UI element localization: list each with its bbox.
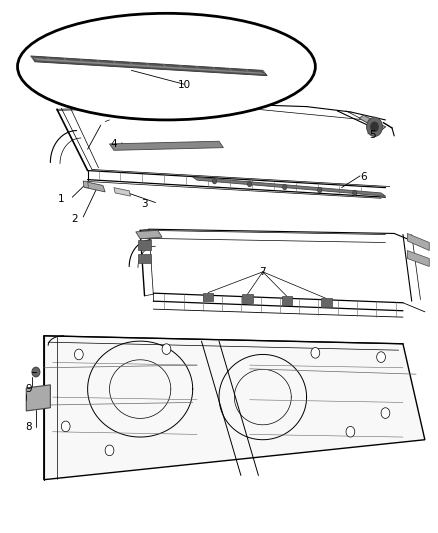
Circle shape (311, 348, 320, 358)
Polygon shape (33, 58, 265, 74)
Circle shape (32, 367, 40, 377)
Circle shape (381, 408, 390, 418)
Polygon shape (407, 251, 429, 266)
Text: 2: 2 (71, 214, 78, 223)
Circle shape (353, 190, 357, 196)
Text: 10: 10 (177, 80, 191, 90)
Polygon shape (83, 181, 88, 188)
Text: 9: 9 (25, 384, 32, 394)
Circle shape (105, 445, 114, 456)
Polygon shape (31, 56, 267, 76)
Circle shape (318, 187, 322, 192)
Polygon shape (26, 385, 50, 411)
Circle shape (247, 181, 252, 187)
Text: 6: 6 (360, 172, 367, 182)
Circle shape (283, 184, 287, 190)
Text: 8: 8 (25, 423, 32, 432)
Circle shape (367, 117, 382, 136)
Polygon shape (193, 177, 385, 196)
Polygon shape (203, 293, 213, 301)
Polygon shape (114, 188, 131, 196)
Polygon shape (321, 298, 332, 307)
Polygon shape (242, 294, 253, 303)
Circle shape (162, 344, 171, 354)
Text: 7: 7 (259, 267, 266, 277)
Circle shape (377, 352, 385, 362)
Text: 5: 5 (369, 130, 376, 140)
Circle shape (74, 349, 83, 360)
Text: 1: 1 (58, 194, 65, 204)
Circle shape (346, 426, 355, 437)
Polygon shape (83, 181, 105, 192)
Text: 3: 3 (141, 199, 148, 208)
Circle shape (212, 179, 217, 184)
Circle shape (370, 122, 379, 132)
Polygon shape (136, 230, 162, 239)
Polygon shape (44, 336, 425, 480)
Text: 4: 4 (110, 139, 117, 149)
Polygon shape (138, 240, 151, 250)
Circle shape (61, 421, 70, 432)
Polygon shape (110, 141, 223, 150)
Polygon shape (138, 254, 151, 263)
Polygon shape (359, 115, 385, 131)
Polygon shape (282, 296, 292, 305)
Ellipse shape (18, 13, 315, 120)
Polygon shape (407, 233, 429, 251)
